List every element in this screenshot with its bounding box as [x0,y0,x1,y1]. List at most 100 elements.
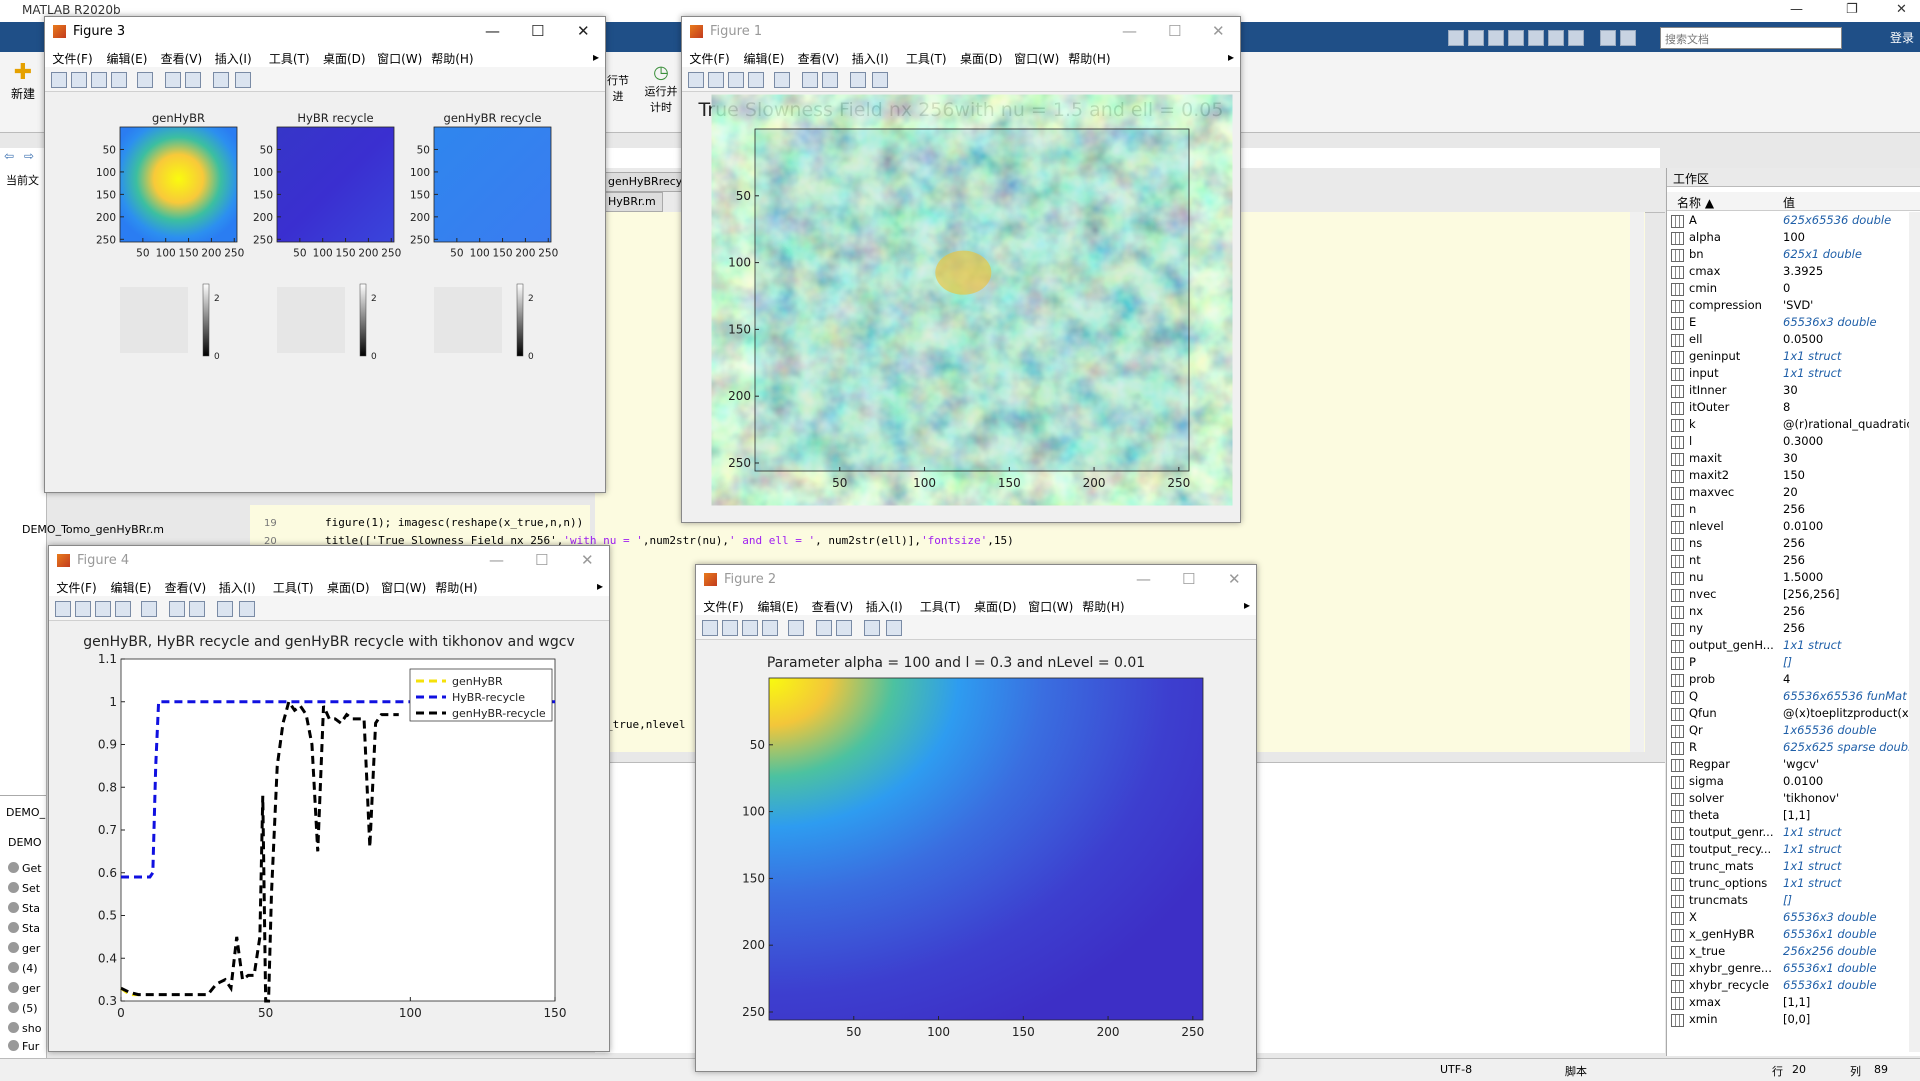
property-icon[interactable] [189,601,205,617]
paste-icon[interactable] [1508,30,1524,46]
new-button[interactable]: ✚ 新建 [6,60,40,120]
figure-title-bar[interactable]: Figure 2 — ☐ ✕ [696,565,1256,595]
workspace-row[interactable]: geninput 1x1 struct [1667,348,1920,365]
close-icon[interactable]: ✕ [577,22,590,40]
workspace-row[interactable]: prob 4 [1667,671,1920,688]
workspace-row[interactable]: Q 65536x65536 funMat [1667,688,1920,705]
workspace-row[interactable]: nx 256 [1667,603,1920,620]
minimize-icon[interactable]: — [1136,570,1151,588]
figure-menu-item[interactable]: 窗口(W) [1028,600,1074,614]
figure-menu-item[interactable]: 帮助(H) [431,52,474,66]
property-icon[interactable] [836,620,852,636]
figure-menu-item[interactable]: 窗口(W) [377,52,423,66]
workspace-row[interactable]: ny 256 [1667,620,1920,637]
new-figure-icon[interactable] [55,601,71,617]
list-item[interactable]: sho [8,1022,41,1035]
list-item[interactable]: Fur [8,1040,39,1053]
list-item[interactable]: Get [8,862,42,875]
workspace-row[interactable]: A 625x65536 double [1667,212,1920,229]
pointer-icon[interactable] [864,620,880,636]
panel-icon[interactable] [872,72,888,88]
image-panel[interactable] [434,127,551,242]
forward-icon[interactable]: ⇨ [24,149,35,163]
figure-menu-item[interactable]: 工具(T) [905,52,947,66]
workspace-row[interactable]: nvec [256,256] [1667,586,1920,603]
workspace-row[interactable]: cmin 0 [1667,280,1920,297]
print-icon[interactable] [748,72,764,88]
residual-image[interactable] [434,287,502,353]
pointer-icon[interactable] [213,72,229,88]
copy-icon[interactable] [1488,30,1504,46]
list-item[interactable]: (4) [8,962,38,975]
colorbar[interactable] [516,283,524,357]
menu-overflow-icon[interactable]: ▸ [1227,50,1234,64]
print-icon[interactable] [762,620,778,636]
workspace-row[interactable]: theta [1,1] [1667,807,1920,824]
menu-overflow-icon[interactable]: ▸ [592,50,599,64]
figure-menu-item[interactable]: 工具(T) [268,52,310,66]
editor-tab[interactable]: HyBRr.m [601,192,663,212]
menu-overflow-icon[interactable]: ▸ [1243,598,1250,612]
workspace-row[interactable]: nlevel 0.0100 [1667,518,1920,535]
workspace-row[interactable]: xmax [1,1] [1667,994,1920,1011]
workspace-row[interactable]: Qfun @(x)toeplitzproduct(x,... [1667,705,1920,722]
property-icon[interactable] [822,72,838,88]
workspace-row[interactable]: alpha 100 [1667,229,1920,246]
figure-menu-item[interactable]: 查看(V) [164,581,207,595]
colorbar[interactable] [359,283,367,357]
community-icon[interactable] [1620,30,1636,46]
close-icon[interactable]: ✕ [1896,2,1907,17]
open-icon[interactable] [75,601,91,617]
run-section-button[interactable]: 行节 进 [607,72,629,104]
figure-menu-item[interactable]: 查看(V) [797,52,840,66]
panel-icon[interactable] [235,72,251,88]
link-icon[interactable] [788,620,804,636]
figure-menu-item[interactable]: 文件(F) [689,52,730,66]
figure-menu-item[interactable]: 帮助(H) [1082,600,1125,614]
image-panel[interactable] [120,127,237,242]
workspace-row[interactable]: X 65536x3 double [1667,909,1920,926]
dock-icon[interactable] [169,601,185,617]
workspace-row[interactable]: n 256 [1667,501,1920,518]
image-panel[interactable] [277,127,394,242]
residual-image[interactable] [277,287,345,353]
workspace-row[interactable]: l 0.3000 [1667,433,1920,450]
minimize-icon[interactable]: — [1122,22,1137,40]
figure-menu-item[interactable]: 编辑(E) [757,600,799,614]
close-icon[interactable]: ✕ [581,551,594,569]
workspace-row[interactable]: nu 1.5000 [1667,569,1920,586]
print-icon[interactable] [111,72,127,88]
search-docs-input[interactable]: 搜索文档 [1660,27,1842,49]
figure-menu-item[interactable]: 工具(T) [919,600,961,614]
list-item[interactable]: Sta [8,922,40,935]
workspace-row[interactable]: maxit2 150 [1667,467,1920,484]
figure-menu-item[interactable]: 桌面(D) [973,600,1017,614]
figure-menu-item[interactable]: 工具(T) [272,581,314,595]
workspace-row[interactable]: x_true 256x256 double [1667,943,1920,960]
new-figure-icon[interactable] [688,72,704,88]
figure-menu-item[interactable]: 帮助(H) [435,581,478,595]
panel-icon[interactable] [886,620,902,636]
link-icon[interactable] [774,72,790,88]
workspace-row[interactable]: Regpar 'wgcv' [1667,756,1920,773]
undo-icon[interactable] [1528,30,1544,46]
col-name-header[interactable]: 名称 ▲ [1677,196,1715,210]
figure-menu-item[interactable]: 文件(F) [703,600,744,614]
figure-title-bar[interactable]: Figure 4 — ☐ ✕ [49,546,609,576]
figure-3-window[interactable]: Figure 3 — ☐ ✕ 文件(F) 编辑(E) 查看(V) 插入(I) 工具(T)… [44,16,606,493]
workspace-row[interactable]: compression 'SVD' [1667,297,1920,314]
print-icon[interactable] [115,601,131,617]
workspace-row[interactable]: solver 'tikhonov' [1667,790,1920,807]
workspace-row[interactable]: Qr 1x65536 double [1667,722,1920,739]
series-line[interactable] [120,698,399,1003]
menu-overflow-icon[interactable]: ▸ [596,579,603,593]
workspace-row[interactable]: k @(r)rational_quadratic(... [1667,416,1920,433]
link-icon[interactable] [137,72,153,88]
figure-menu-item[interactable]: 编辑(E) [743,52,785,66]
link-icon[interactable] [141,601,157,617]
open-icon[interactable] [708,72,724,88]
workspace-row[interactable]: E 65536x3 double [1667,314,1920,331]
col-value-header[interactable]: 值 [1783,196,1796,210]
figure-menu-item[interactable]: 插入(I) [851,52,889,66]
editor-tab[interactable]: genHyBRrecyc [601,172,696,192]
